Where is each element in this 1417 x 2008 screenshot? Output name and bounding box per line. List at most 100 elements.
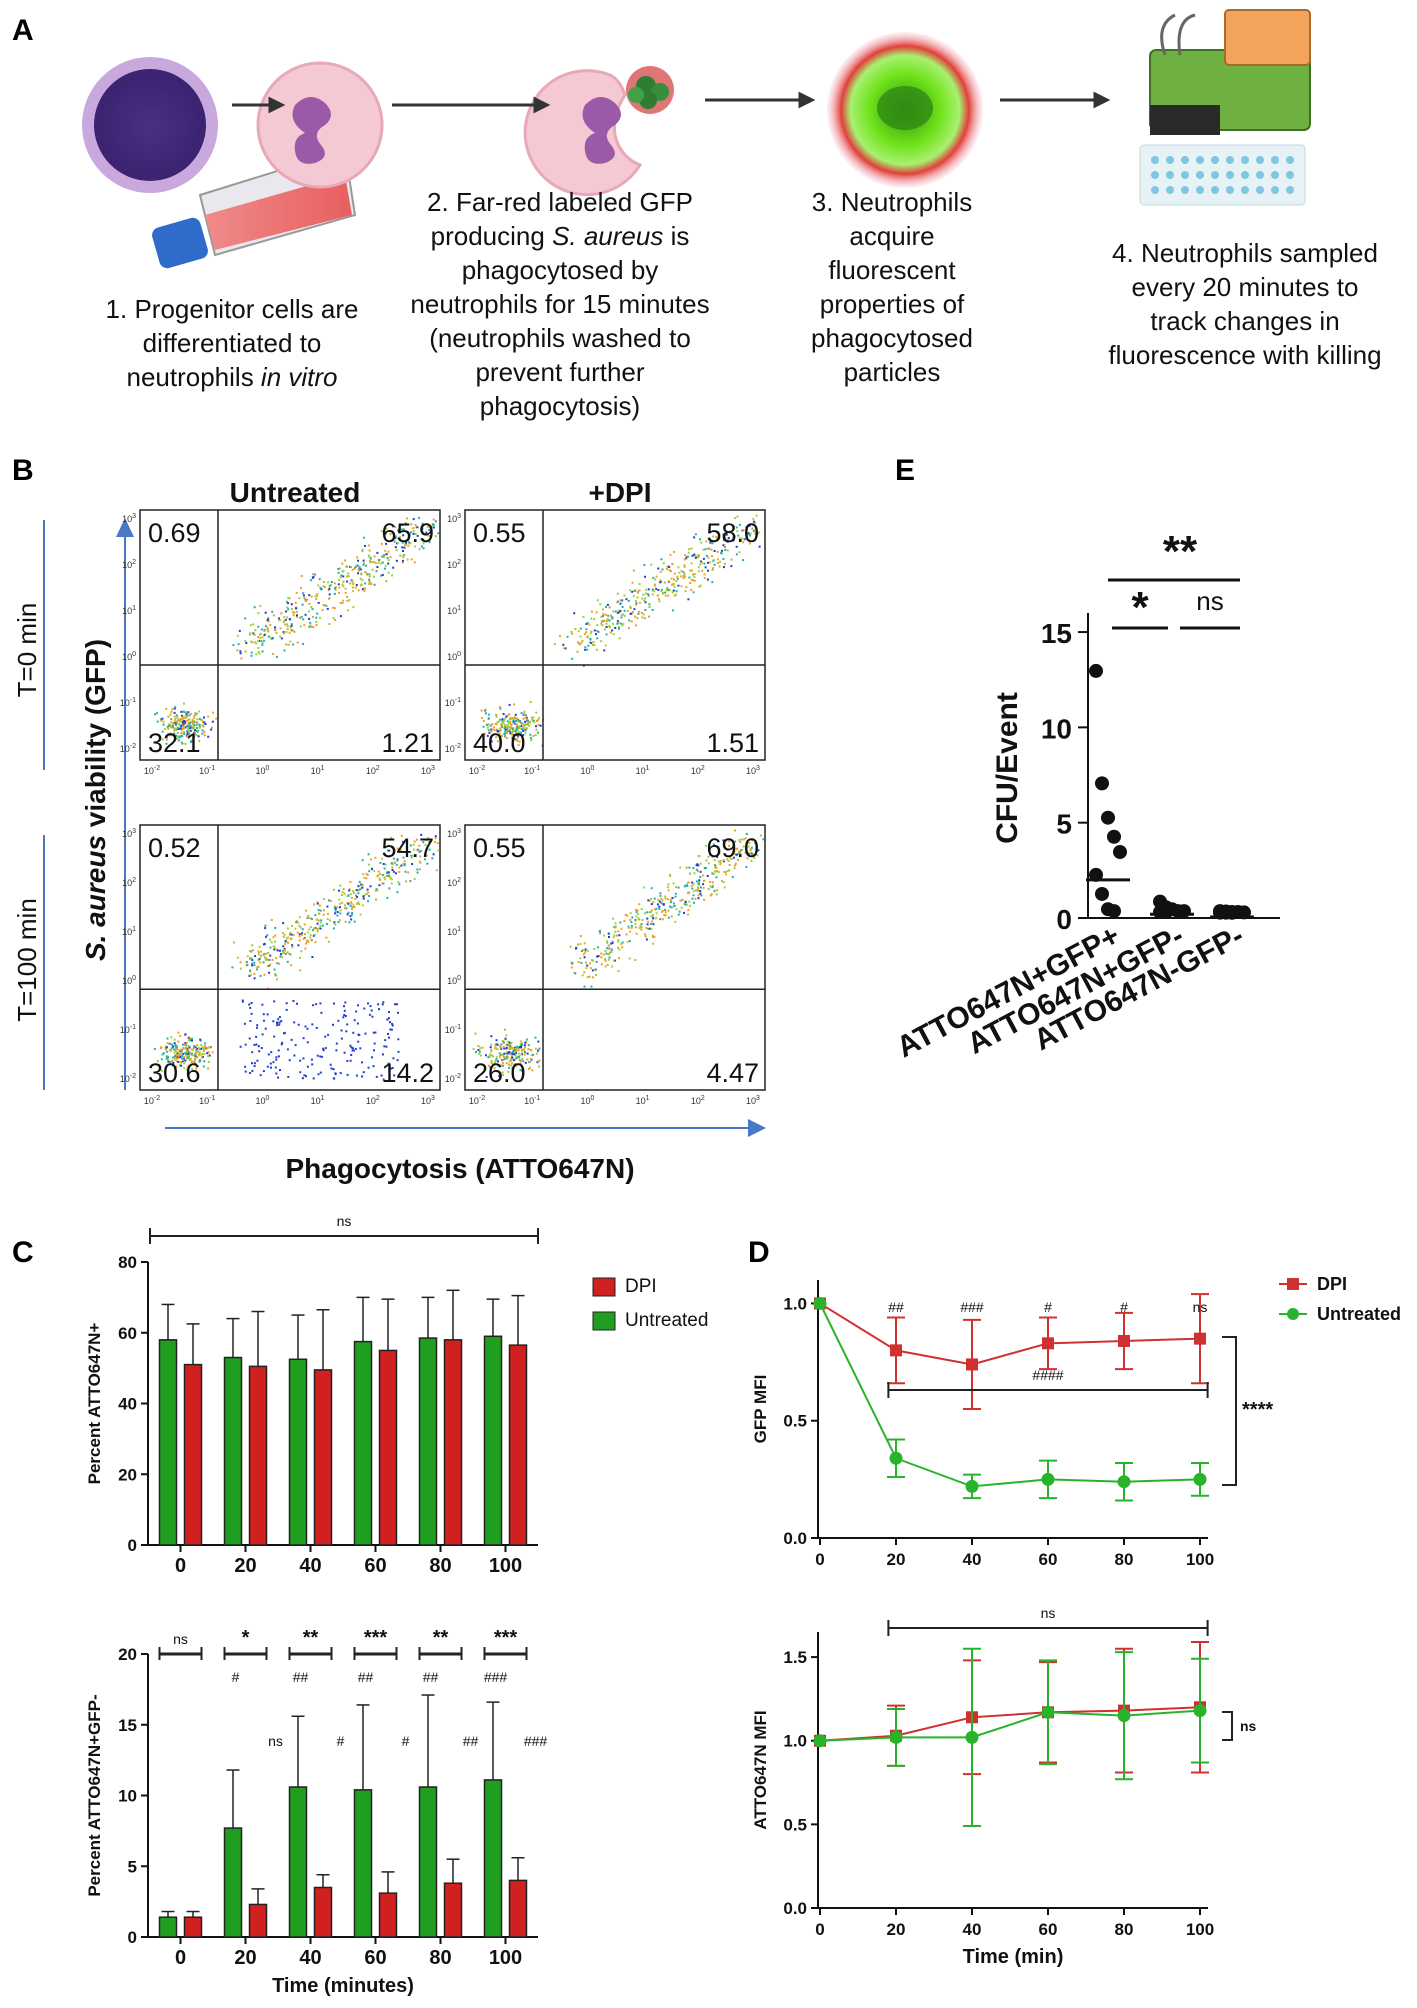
flow-event-dot — [184, 711, 187, 714]
flow-event-dot — [188, 1039, 191, 1042]
flow-event-dot — [318, 578, 321, 581]
flow-event-dot — [411, 854, 414, 857]
flow-event-dot — [674, 892, 677, 895]
flow-event-dot — [322, 604, 325, 606]
flow-event-dot — [182, 702, 185, 705]
flow-event-dot — [673, 585, 676, 588]
flow-event-dot — [314, 914, 317, 916]
flow-event-dot — [596, 624, 599, 627]
flow-event-dot — [258, 1050, 261, 1053]
flow-event-dot — [248, 1003, 251, 1006]
flow-event-dot — [179, 720, 182, 723]
flow-event-dot — [712, 843, 715, 846]
flow-event-dot — [189, 722, 191, 725]
flow-event-dot — [383, 876, 386, 879]
flow-event-dot — [260, 954, 262, 957]
flow-event-dot — [315, 1003, 318, 1006]
flow-event-dot — [515, 738, 518, 741]
flow-event-dot — [752, 517, 755, 520]
flow-event-dot — [703, 577, 706, 579]
flow-event-dot — [605, 606, 607, 608]
x-tick-label: 10-2 — [469, 765, 485, 776]
flow-event-dot — [641, 597, 644, 600]
flow-event-dot — [174, 706, 177, 709]
flow-event-dot — [620, 614, 623, 617]
flow-event-dot — [296, 614, 298, 617]
flow-event-dot — [696, 888, 699, 891]
flow-event-dot — [491, 1062, 494, 1065]
flow-event-dot — [526, 1052, 529, 1055]
flow-event-dot — [388, 887, 391, 890]
flow-event-dot — [251, 964, 254, 967]
flow-event-dot — [313, 573, 316, 576]
flow-event-dot — [404, 543, 407, 546]
flow-event-dot — [186, 1055, 189, 1058]
bar-dpi — [248, 1903, 268, 1938]
flow-event-dot — [368, 549, 371, 552]
flow-event-dot — [310, 918, 313, 920]
flow-event-dot — [532, 1053, 535, 1056]
y-tick-label: 5 — [1056, 809, 1072, 840]
flow-event-dot — [599, 603, 602, 606]
flow-event-dot — [742, 559, 745, 562]
flow-event-dot — [696, 554, 699, 557]
flow-event-dot — [349, 1059, 352, 1062]
flow-event-dot — [607, 932, 610, 935]
flow-event-dot — [504, 717, 507, 720]
flow-event-dot — [490, 1054, 493, 1057]
flow-event-dot — [519, 1069, 522, 1072]
flow-event-dot — [687, 913, 689, 916]
flow-event-dot — [342, 580, 345, 583]
flow-event-dot — [261, 643, 264, 646]
flow-event-dot — [318, 927, 320, 930]
flow-event-dot — [186, 1066, 189, 1069]
flow-event-dot — [397, 881, 400, 884]
flow-event-dot — [315, 624, 318, 627]
flow-event-dot — [376, 875, 379, 878]
flow-event-dot — [636, 596, 639, 599]
flow-event-dot — [705, 540, 708, 543]
flow-event-dot — [353, 1019, 356, 1022]
flow-event-dot — [249, 1006, 252, 1009]
flow-event-dot — [348, 889, 351, 892]
flow-event-dot — [527, 1067, 530, 1070]
flow-event-dot — [519, 731, 522, 734]
flow-event-dot — [702, 557, 705, 560]
flow-event-dot — [350, 902, 353, 905]
flow-event-dot — [682, 574, 685, 577]
flow-event-dot — [303, 932, 306, 935]
flow-event-dot — [310, 1058, 313, 1061]
flow-event-dot — [402, 554, 405, 557]
flow-event-dot — [515, 1052, 518, 1055]
flow-event-dot — [660, 901, 662, 904]
flow-event-dot — [650, 563, 653, 566]
flow-event-dot — [354, 586, 357, 589]
step-3-line-2: acquire — [849, 221, 934, 251]
gfp-sig-label: # — [1120, 1299, 1128, 1315]
data-point-square — [1042, 1337, 1054, 1350]
flow-event-dot — [732, 852, 735, 855]
flow-event-dot — [316, 612, 319, 615]
flow-event-dot — [262, 1013, 265, 1016]
flow-event-dot — [322, 1049, 325, 1052]
flow-event-dot — [730, 558, 733, 561]
flow-event-dot — [487, 1064, 490, 1067]
flow-event-dot — [391, 866, 394, 869]
flow-event-dot — [512, 721, 515, 724]
flow-event-dot — [340, 1029, 343, 1032]
y-tick-label: 10-1 — [120, 697, 136, 708]
flow-event-dot — [332, 1068, 335, 1071]
flow-event-dot — [311, 956, 314, 958]
flow-event-dot — [504, 1028, 506, 1031]
flow-event-dot — [434, 535, 437, 538]
x-tick-label: 102 — [691, 1095, 705, 1106]
flow-event-dot — [639, 601, 641, 604]
flow-event-dot — [596, 637, 599, 640]
flow-event-dot — [517, 1047, 520, 1050]
flow-event-dot — [583, 985, 586, 988]
flow-event-dot — [167, 1058, 170, 1061]
flow-event-dot — [689, 569, 692, 572]
flow-event-dot — [349, 904, 352, 907]
step-3-line-6: particles — [844, 357, 941, 387]
